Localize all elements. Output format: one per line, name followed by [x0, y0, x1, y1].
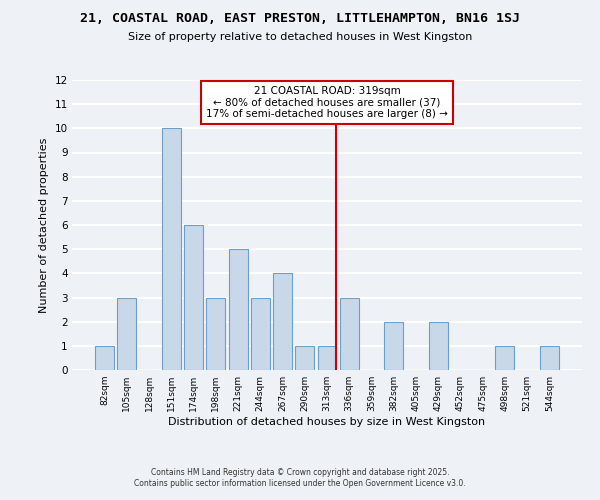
Bar — [273, 274, 292, 370]
Text: Size of property relative to detached houses in West Kingston: Size of property relative to detached ho… — [128, 32, 472, 42]
X-axis label: Distribution of detached houses by size in West Kingston: Distribution of detached houses by size … — [169, 417, 485, 427]
Bar — [251, 298, 270, 370]
Y-axis label: Number of detached properties: Number of detached properties — [39, 138, 49, 312]
Bar — [162, 128, 181, 370]
Bar — [317, 346, 337, 370]
Text: 21 COASTAL ROAD: 319sqm
← 80% of detached houses are smaller (37)
17% of semi-de: 21 COASTAL ROAD: 319sqm ← 80% of detache… — [206, 86, 448, 119]
Bar — [229, 249, 248, 370]
Text: Contains HM Land Registry data © Crown copyright and database right 2025.
Contai: Contains HM Land Registry data © Crown c… — [134, 468, 466, 487]
Bar — [340, 298, 359, 370]
Bar — [206, 298, 225, 370]
Bar — [496, 346, 514, 370]
Bar — [95, 346, 114, 370]
Bar — [384, 322, 403, 370]
Bar — [118, 298, 136, 370]
Text: 21, COASTAL ROAD, EAST PRESTON, LITTLEHAMPTON, BN16 1SJ: 21, COASTAL ROAD, EAST PRESTON, LITTLEHA… — [80, 12, 520, 26]
Bar — [184, 225, 203, 370]
Bar — [429, 322, 448, 370]
Bar — [540, 346, 559, 370]
Bar — [295, 346, 314, 370]
